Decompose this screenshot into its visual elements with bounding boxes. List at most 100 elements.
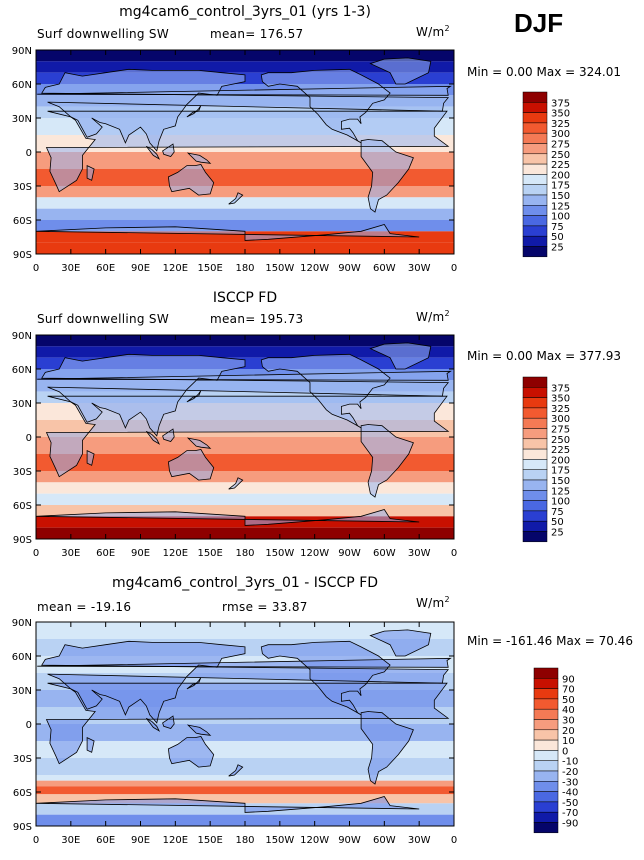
colorbar-label: 350 (551, 394, 570, 405)
colorbar-label: 100 (551, 497, 570, 508)
panel-1-left-label: Surf downwelling SW (37, 27, 169, 41)
lat-band-8 (36, 437, 454, 454)
panel-3-colorbar: 90 70 50 40 30 20 10 0 -10 -20 -30 -40 -50 -70 -90 (526, 660, 606, 844)
y-tick-label: 0 (26, 720, 32, 731)
x-tick-label: 60E (96, 835, 115, 846)
colorbar-swatch (522, 235, 548, 247)
colorbar-label: 275 (551, 140, 570, 151)
land-shade-9 (228, 192, 243, 205)
colorbar-swatch (522, 163, 548, 175)
lat-band-0 (36, 50, 454, 62)
lat-band-13 (36, 220, 454, 232)
colorbar-swatch (522, 531, 548, 543)
x-tick-label: 0 (451, 835, 457, 846)
lat-band-12 (36, 794, 454, 804)
colorbar-swatch (533, 801, 559, 813)
colorbar-swatch (533, 781, 559, 792)
colorbar-label: 20 (562, 726, 575, 737)
map-plot-area (35, 622, 454, 826)
lat-band-9 (36, 454, 454, 471)
land-shade-8 (188, 725, 211, 736)
lat-band-10 (36, 780, 454, 787)
x-tick-label: 60W (373, 548, 396, 559)
land-shade-9 (228, 764, 243, 777)
colorbar-swatch (533, 719, 559, 731)
lat-band-1 (36, 346, 454, 358)
colorbar-label: 250 (551, 150, 570, 161)
lat-band-14 (36, 814, 454, 826)
x-tick-label: 180 (235, 548, 254, 559)
coastline-13 (35, 796, 420, 813)
lat-band-3 (36, 369, 454, 381)
colorbar-label: 150 (551, 476, 570, 487)
panel-3-stat: rmse = 33.87 (222, 600, 308, 614)
colorbar-label: -70 (562, 808, 578, 819)
coastline-10 (186, 677, 202, 690)
coastline-8 (186, 437, 212, 449)
colorbar-label: 25 (551, 243, 564, 254)
y-tick-label: 60N (12, 652, 32, 663)
colorbar-swatch (522, 174, 548, 185)
y-tick-label: 30N (12, 399, 32, 410)
coastline-5 (369, 629, 432, 657)
colorbar-label: 275 (551, 425, 570, 436)
panel-1-title: mg4cam6_control_3yrs_01 (yrs 1-3) (119, 4, 371, 20)
x-tick-label: 0 (451, 263, 457, 274)
land-shade-3 (361, 711, 414, 785)
colorbar-swatch (533, 729, 559, 741)
coastline-7 (162, 428, 175, 442)
panel-3-minmax: Min = -161.46 Max = 70.46 (467, 634, 633, 648)
y-tick-label: 30N (12, 114, 32, 125)
panel-2-stat: mean= 195.73 (210, 312, 304, 326)
coastline-4 (260, 68, 391, 144)
y-tick-label: 90N (12, 46, 32, 57)
x-tick-label: 60W (373, 263, 396, 274)
x-tick-label: 120W (300, 263, 329, 274)
lat-band-10 (36, 471, 454, 483)
colorbar-swatch (522, 153, 548, 165)
x-tick-label: 0 (451, 548, 457, 559)
coastline-2 (167, 449, 215, 481)
colorbar-label: 0 (562, 746, 568, 757)
coastline-1 (41, 68, 450, 152)
panel-2-units: W/m2 (416, 309, 450, 324)
coastline-8 (186, 152, 212, 164)
coastline-4 (260, 353, 391, 429)
panel-3-map-svg: 0 30E 60E 90E 120E 150E 180 150W 120W 90W 60W 30W 09… (12, 618, 457, 846)
lat-band-6 (36, 724, 454, 741)
x-tick-label: 30W (408, 263, 431, 274)
panel-3-units: W/m2 (416, 595, 450, 610)
x-tick-label: 60E (96, 263, 115, 274)
x-tick-label: 30E (61, 263, 80, 274)
lat-band-12 (36, 493, 454, 505)
x-tick-label: 120W (300, 548, 329, 559)
panel-3-title: mg4cam6_control_3yrs_01 - ISCCP FD (111, 575, 379, 591)
coastline-3 (360, 424, 414, 498)
coastline-6 (145, 717, 161, 732)
land-shade-6 (146, 431, 160, 444)
y-tick-label: 90S (13, 250, 32, 261)
colorbar-swatch (522, 184, 548, 196)
colorbar-label: 300 (551, 129, 570, 140)
coastline-1 (41, 640, 450, 724)
land-shade-8 (188, 153, 211, 164)
colorbar-swatch (522, 91, 548, 103)
colorbar-swatch (522, 417, 548, 429)
colorbar-swatch (522, 122, 548, 134)
x-tick-label: 180 (235, 263, 254, 274)
panel-1-minmax: Min = 0.00 Max = 324.01 (467, 65, 621, 79)
coastline-3 (360, 711, 414, 785)
lat-band-7 (36, 741, 454, 758)
x-tick-label: 90E (131, 548, 150, 559)
colorbar-swatch (533, 822, 559, 834)
y-tick-label: 90S (13, 822, 32, 833)
colorbar-swatch (522, 132, 548, 144)
panel-2-colorbar-svg: 3753503253002752502252001751501251007550… (522, 376, 570, 543)
coastline-6 (145, 430, 161, 445)
land-shade-13 (36, 796, 420, 813)
colorbar-label: 50 (551, 517, 564, 528)
colorbar-swatch (522, 448, 548, 460)
panel-2-colorbar: 375 350 325 300 275 250 225 200 175 150 125 100 75 50… (515, 369, 595, 553)
lat-band-3 (36, 84, 454, 96)
x-tick-label: 150E (197, 263, 222, 274)
